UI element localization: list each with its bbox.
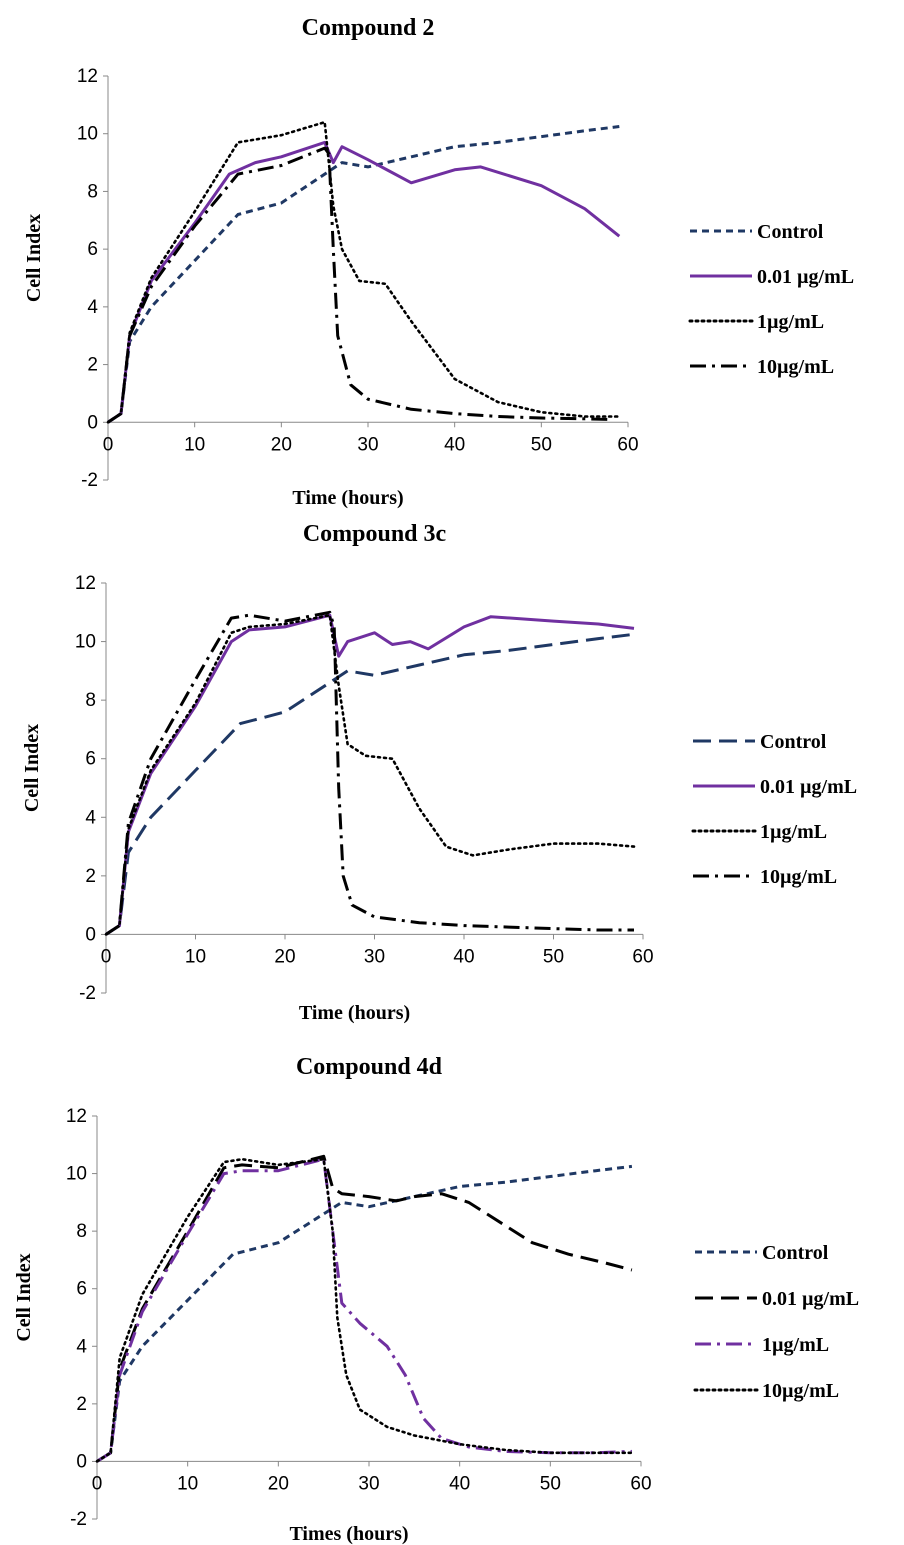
x-tick-label: 60: [632, 946, 653, 967]
x-tick-label: 20: [274, 946, 295, 967]
y-tick-label: -2: [79, 983, 96, 1004]
y-tick-label: 10: [77, 124, 98, 145]
legend-label: 1µg/mL: [757, 311, 824, 333]
legend-label: Control: [757, 221, 824, 243]
x-tick-label: 30: [357, 434, 378, 455]
y-tick-label: 12: [66, 1106, 87, 1127]
y-tick-label: 6: [87, 239, 98, 260]
x-tick-label: 10: [185, 946, 206, 967]
x-tick-label: 30: [358, 1473, 379, 1494]
x-tick-label: 50: [531, 434, 552, 455]
x-tick-label: 60: [630, 1473, 651, 1494]
series-line-3: [96, 1157, 632, 1463]
y-tick-label: 8: [87, 181, 98, 202]
x-tick-label: 20: [268, 1473, 289, 1494]
legend-label: Control: [762, 1242, 829, 1264]
y-tick-label: 0: [76, 1451, 87, 1472]
legend-label: 10µg/mL: [760, 866, 837, 888]
series-line-4: [95, 1157, 634, 1463]
x-tick-label: 10: [184, 434, 205, 455]
series-line-1: [105, 632, 635, 936]
legend-label: Control: [760, 731, 827, 753]
series-line-2: [107, 140, 621, 424]
legend-label: 0.01 µg/mL: [757, 266, 854, 288]
legend-label: 0.01 µg/mL: [760, 776, 857, 798]
x-tick-label: 0: [101, 946, 112, 967]
x-tick-label: 40: [449, 1473, 470, 1494]
y-axis-label: Cell Index: [13, 1253, 35, 1341]
y-tick-label: 8: [76, 1221, 87, 1242]
y-tick-label: 2: [76, 1394, 87, 1415]
y-axis-label: Cell Index: [21, 724, 43, 812]
legend-label: 10µg/mL: [757, 356, 834, 378]
y-tick-label: -2: [81, 470, 98, 491]
legend-label: 0.01 µg/mL: [762, 1288, 859, 1310]
y-tick-label: 4: [85, 807, 96, 828]
x-tick-label: 40: [453, 946, 474, 967]
x-tick-label: 0: [103, 434, 114, 455]
y-axis-label: Cell Index: [23, 214, 45, 302]
y-tick-label: 8: [85, 690, 96, 711]
series-line-1: [96, 1164, 633, 1463]
chart-title: Compound 3c: [303, 521, 447, 547]
y-tick-label: 12: [77, 66, 98, 87]
y-tick-label: 6: [85, 749, 96, 770]
legend-label: 10µg/mL: [762, 1380, 839, 1402]
series-line-1: [107, 125, 620, 424]
y-tick-label: 10: [66, 1164, 87, 1185]
chart-title: Compound 4d: [296, 1054, 443, 1080]
series-line-3: [106, 120, 621, 424]
x-tick-label: 60: [617, 434, 638, 455]
y-tick-label: 4: [76, 1336, 87, 1357]
y-tick-label: -2: [70, 1509, 87, 1530]
y-tick-label: 10: [75, 632, 96, 653]
x-axis-label: Time (hours): [292, 487, 403, 509]
x-tick-label: 30: [364, 946, 385, 967]
y-tick-label: 12: [75, 573, 96, 594]
series-line-4: [107, 146, 611, 424]
y-tick-label: 0: [85, 924, 96, 945]
x-axis-label: Time (hours): [299, 1002, 410, 1024]
x-tick-label: 20: [271, 434, 292, 455]
chart-title: Compound 2: [302, 15, 435, 41]
y-tick-label: 4: [87, 297, 98, 318]
y-tick-label: 2: [87, 355, 98, 376]
x-tick-label: 40: [444, 434, 465, 455]
legend-label: 1µg/mL: [760, 821, 827, 843]
series-line-2: [105, 613, 635, 936]
y-tick-label: 6: [76, 1279, 87, 1300]
x-tick-label: 0: [92, 1473, 103, 1494]
x-tick-label: 10: [177, 1473, 198, 1494]
y-tick-label: 2: [85, 866, 96, 887]
series-line-4: [105, 610, 634, 936]
legend-label: 1µg/mL: [762, 1334, 829, 1356]
x-tick-label: 50: [543, 946, 564, 967]
y-tick-label: 0: [87, 412, 98, 433]
x-axis-label: Times (hours): [289, 1523, 408, 1545]
series-line-3: [104, 613, 636, 936]
x-tick-label: 50: [540, 1473, 561, 1494]
